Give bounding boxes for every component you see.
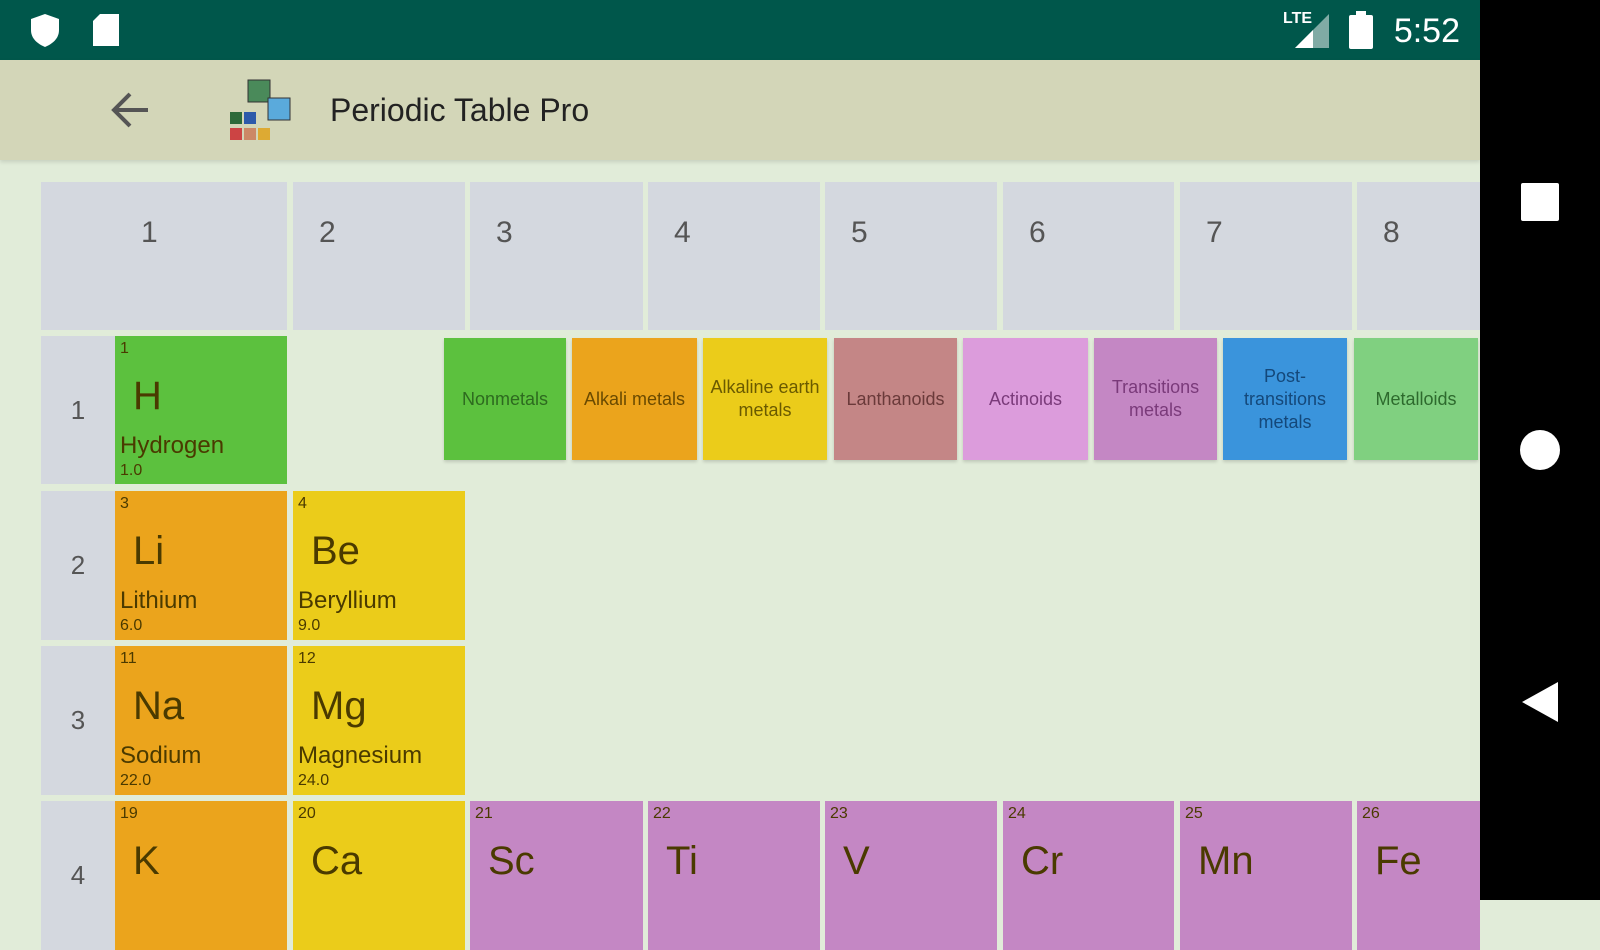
- element-symbol: Na: [133, 684, 185, 728]
- legend-metalloids[interactable]: Metalloids: [1354, 338, 1478, 460]
- element-ca[interactable]: 20 Ca: [293, 801, 465, 950]
- element-number: 26: [1362, 805, 1380, 822]
- element-ti[interactable]: 22 Ti: [648, 801, 820, 950]
- legend-transitions-metals[interactable]: Transitions metals: [1094, 338, 1217, 460]
- legend-lanthanoids[interactable]: Lanthanoids: [834, 338, 957, 460]
- element-name: Sodium: [120, 742, 202, 769]
- element-h[interactable]: 1 H Hydrogen 1.0: [115, 336, 287, 484]
- element-li[interactable]: 3 Li Lithium 6.0: [115, 491, 287, 640]
- legend-alkaline-earth-metals[interactable]: Alkaline earth metals: [703, 338, 827, 460]
- element-number: 1: [120, 340, 129, 357]
- element-symbol: Ca: [311, 839, 363, 883]
- element-number: 24: [1008, 805, 1026, 822]
- clock: 5:52: [1393, 12, 1460, 50]
- period-label-1: 1: [41, 336, 115, 484]
- element-symbol: Li: [133, 529, 165, 573]
- legend-nonmetals[interactable]: Nonmetals: [444, 338, 566, 460]
- element-number: 19: [120, 805, 138, 822]
- arrow-left-icon[interactable]: [108, 88, 152, 132]
- group-header-2[interactable]: 2: [293, 182, 465, 330]
- element-symbol: Sc: [488, 839, 535, 883]
- element-mass: 24.0: [298, 772, 330, 789]
- back-triangle-icon[interactable]: [1520, 680, 1560, 724]
- network-label: LTE: [1283, 10, 1313, 27]
- sd-card-icon: [93, 14, 119, 46]
- element-number: 4: [298, 495, 307, 512]
- group-header-8[interactable]: 8: [1357, 182, 1480, 330]
- app-logo: [230, 79, 291, 140]
- signal-icon: [1295, 14, 1329, 48]
- element-be[interactable]: 4 Be Beryllium 9.0: [293, 491, 465, 640]
- period-label-3: 3: [41, 646, 115, 795]
- legend-post-transitions-metals[interactable]: Post-transitions metals: [1223, 338, 1347, 460]
- element-symbol: Be: [311, 529, 360, 573]
- group-header-3[interactable]: 3: [470, 182, 643, 330]
- element-symbol: K: [133, 839, 160, 883]
- element-mass: 22.0: [120, 772, 152, 789]
- element-symbol: Fe: [1375, 839, 1422, 883]
- home-circle-icon[interactable]: [1520, 430, 1560, 470]
- battery-icon: [1349, 11, 1373, 49]
- element-na[interactable]: 11 Na Sodium 22.0: [115, 646, 287, 795]
- element-name: Lithium: [120, 587, 198, 614]
- element-mn[interactable]: 25 Mn: [1180, 801, 1352, 950]
- legend-alkali-metals[interactable]: Alkali metals: [572, 338, 697, 460]
- element-mg[interactable]: 12 Mg Magnesium 24.0: [293, 646, 465, 795]
- element-symbol: V: [843, 839, 870, 883]
- element-mass: 1.0: [120, 462, 143, 479]
- recents-square-icon[interactable]: [1521, 183, 1559, 221]
- element-number: 11: [120, 650, 137, 667]
- element-sc[interactable]: 21 Sc: [470, 801, 643, 950]
- element-mass: 9.0: [298, 617, 321, 634]
- app-toolbar: Periodic Table Pro: [0, 60, 1480, 160]
- element-name: Beryllium: [298, 587, 397, 614]
- element-v[interactable]: 23 V: [825, 801, 997, 950]
- group-header-7[interactable]: 7: [1180, 182, 1352, 330]
- element-number: 21: [475, 805, 493, 822]
- element-symbol: Mn: [1198, 839, 1254, 883]
- page-title: Periodic Table Pro: [330, 92, 590, 128]
- period-label-4: 4: [41, 801, 115, 950]
- element-number: 25: [1185, 805, 1203, 822]
- element-number: 12: [298, 650, 316, 667]
- period-label-2: 2: [41, 491, 115, 640]
- element-symbol: Ti: [666, 839, 698, 883]
- group-header-4[interactable]: 4: [648, 182, 820, 330]
- element-number: 23: [830, 805, 848, 822]
- element-k[interactable]: 19 K: [115, 801, 287, 950]
- element-number: 22: [653, 805, 671, 822]
- navigation-bar: [1480, 0, 1600, 900]
- group-header-1[interactable]: 1: [41, 182, 287, 330]
- element-number: 3: [120, 495, 129, 512]
- group-header-6[interactable]: 6: [1003, 182, 1174, 330]
- element-fe[interactable]: 26 Fe: [1357, 801, 1480, 950]
- element-number: 20: [298, 805, 316, 822]
- element-symbol: Cr: [1021, 839, 1064, 883]
- legend-actinoids[interactable]: Actinoids: [963, 338, 1088, 460]
- element-symbol: Mg: [311, 684, 367, 728]
- element-name: Magnesium: [298, 742, 423, 769]
- element-name: Hydrogen: [120, 432, 225, 459]
- element-cr[interactable]: 24 Cr: [1003, 801, 1174, 950]
- status-bar: LTE 5:52: [0, 0, 1480, 60]
- group-header-5[interactable]: 5: [825, 182, 997, 330]
- shield-icon: [31, 14, 59, 47]
- element-mass: 6.0: [120, 617, 143, 634]
- element-symbol: H: [133, 374, 162, 418]
